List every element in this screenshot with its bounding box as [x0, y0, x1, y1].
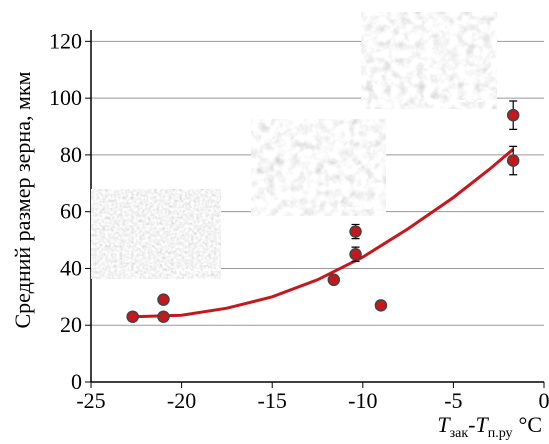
fit-curve: [132, 148, 515, 319]
x-tick-label: -5: [444, 388, 462, 413]
x-tick-label: -15: [258, 388, 287, 413]
y-tick-label: 20: [60, 312, 82, 337]
micrographs: [91, 12, 497, 279]
micrograph: [361, 12, 497, 109]
y-tick-label: 80: [60, 142, 82, 167]
data-point: [157, 293, 170, 306]
x-label-part: п.ру: [488, 426, 513, 441]
data-point: [374, 299, 388, 312]
x-tick-label: -10: [348, 388, 377, 413]
data-point: [506, 154, 520, 167]
y-tick-label: 40: [60, 255, 82, 280]
x-tick-label: 0: [539, 388, 549, 413]
y-axis-label: Средний размер зерна, мкм: [10, 71, 35, 328]
data-point: [349, 225, 362, 238]
x-label-part: °C: [519, 412, 542, 437]
micrograph: [91, 189, 221, 279]
y-tick-label: 60: [60, 199, 82, 224]
x-tick-label: -25: [76, 388, 105, 413]
y-tick-label: 0: [71, 369, 82, 394]
x-label-part: -T: [468, 412, 489, 437]
x-label-part: T: [437, 412, 451, 437]
data-point: [506, 108, 520, 122]
data-point: [126, 310, 139, 323]
data-point: [157, 310, 170, 323]
x-tick-label: -20: [167, 388, 196, 413]
data-point: [349, 248, 362, 261]
x-label-part: зак: [450, 426, 469, 441]
micrograph: [251, 119, 386, 216]
data-point: [327, 273, 341, 287]
y-tick-label: 100: [49, 85, 82, 110]
x-axis-label: Tзак-Tп.ру °C: [437, 412, 542, 441]
data-layer: [126, 100, 520, 323]
y-tick-label: 120: [49, 28, 82, 53]
